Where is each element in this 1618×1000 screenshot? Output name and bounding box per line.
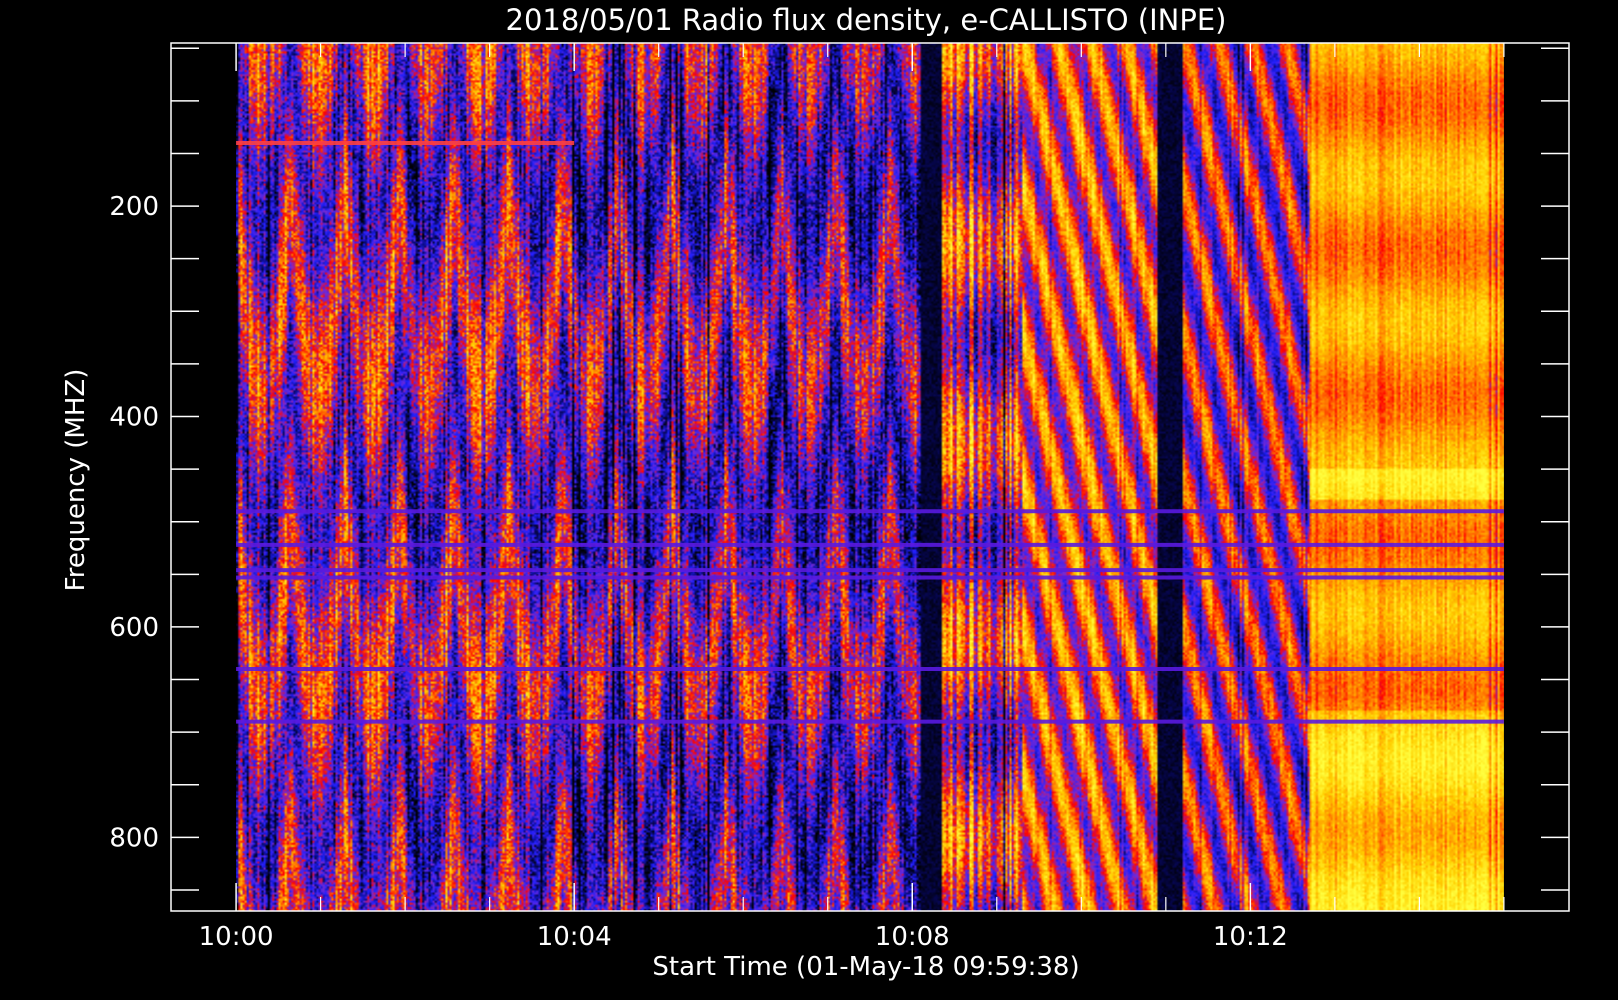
x-tick-label: 10:08 — [875, 922, 950, 952]
y-tick-label: 400 — [109, 403, 159, 433]
plot-frame — [170, 42, 1570, 912]
y-axis-label: Frequency (MHZ) — [61, 369, 91, 592]
x-tick-label: 10:12 — [1213, 922, 1288, 952]
y-tick-label: 600 — [109, 613, 159, 643]
x-axis-label: Start Time (01-May-18 09:59:38) — [652, 952, 1079, 982]
spectrogram-heatmap — [236, 43, 1504, 911]
y-tick-label: 800 — [109, 823, 159, 853]
x-tick-label: 10:04 — [537, 922, 612, 952]
y-axis-ticks: 200 400 600 800 — [109, 47, 1569, 891]
interference-lines — [236, 140, 1504, 724]
x-tick-label: 10:00 — [199, 922, 274, 952]
x-axis-ticks: 10:00 10:04 10:08 10:12 — [199, 43, 1505, 952]
y-tick-label: 200 — [109, 192, 159, 222]
chart-title: 2018/05/01 Radio flux density, e-CALLIST… — [506, 3, 1227, 37]
